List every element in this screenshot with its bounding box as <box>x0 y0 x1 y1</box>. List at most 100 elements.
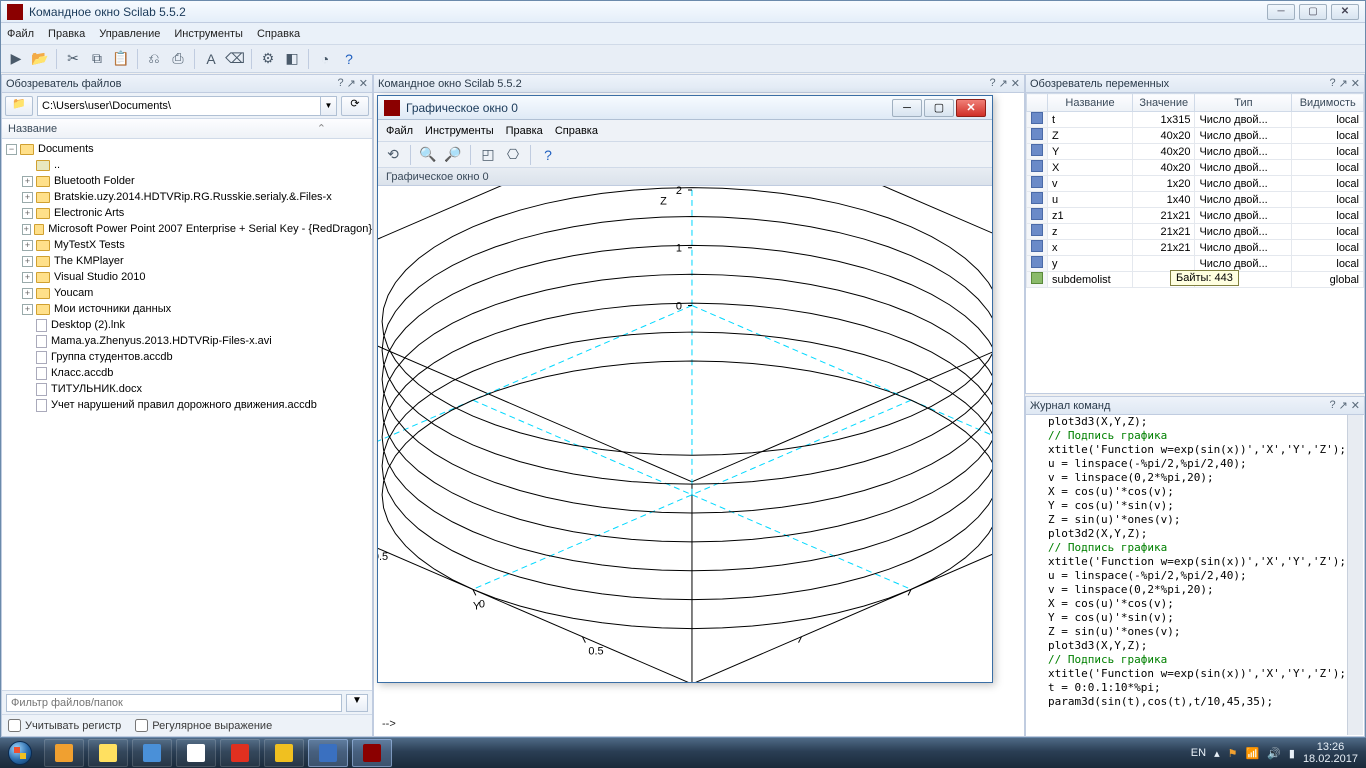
panel-undock-icon[interactable]: ↗ <box>1339 399 1348 412</box>
folder-up-button[interactable]: 📁 <box>5 96 33 116</box>
history-body[interactable]: plot3d3(X,Y,Z);// Подпись графикаxtitle(… <box>1026 415 1364 736</box>
menu-control[interactable]: Управление <box>99 28 160 40</box>
tool-copy-icon[interactable]: ⧉ <box>86 48 108 70</box>
history-line[interactable]: plot3d2(X,Y,Z); <box>1048 527 1364 541</box>
language-indicator[interactable]: EN <box>1191 747 1206 759</box>
panel-close-icon[interactable]: ✕ <box>1351 399 1360 412</box>
flag-icon[interactable]: ▴ <box>1214 747 1220 760</box>
system-tray[interactable]: EN ▴ ⚑ 📶 🔊 ▮ 13:26 18.02.2017 <box>1183 741 1366 765</box>
graphic-window[interactable]: Графическое окно 0 ─ ▢ ✕ Файл Инструмент… <box>377 95 993 683</box>
taskbar-app[interactable] <box>88 739 128 767</box>
history-scrollbar[interactable] <box>1347 415 1363 735</box>
menu-tools[interactable]: Инструменты <box>174 28 243 40</box>
history-line[interactable]: Y = cos(u)'*sin(v); <box>1048 611 1364 625</box>
taskbar-app[interactable] <box>352 739 392 767</box>
history-line[interactable]: v = linspace(0,2*%pi,20); <box>1048 583 1364 597</box>
file-tree-folder[interactable]: +Bluetooth Folder <box>2 173 372 189</box>
gfx-zoomout-icon[interactable]: 🔎 <box>442 144 464 166</box>
battery-icon[interactable]: ▮ <box>1289 747 1295 760</box>
file-tree-folder[interactable]: +The KMPlayer <box>2 253 372 269</box>
tool-module-icon[interactable]: ◧ <box>281 48 303 70</box>
gfx-rotate-icon[interactable]: ⟲ <box>382 144 404 166</box>
history-line[interactable]: u = linspace(-%pi/2,%pi/2,40); <box>1048 569 1364 583</box>
history-line[interactable]: plot3d3(X,Y,Z); <box>1048 415 1364 429</box>
history-line[interactable]: v = linspace(0,2*%pi,20); <box>1048 471 1364 485</box>
variable-row[interactable]: u1x40Число двой...local <box>1027 192 1364 208</box>
variable-browser-header[interactable]: Обозреватель переменных ?↗✕ <box>1026 75 1364 93</box>
panel-help-icon[interactable]: ? <box>989 77 995 90</box>
tool-cut-icon[interactable]: ✂ <box>62 48 84 70</box>
gfx-menu-tools[interactable]: Инструменты <box>425 125 494 137</box>
tool-font-icon[interactable]: A <box>200 48 222 70</box>
history-line[interactable]: X = cos(u)'*cos(v); <box>1048 485 1364 499</box>
file-tree[interactable]: −Documents..+Bluetooth Folder+Bratskie.u… <box>2 139 372 690</box>
tool-pref-icon[interactable]: ⚙ <box>257 48 279 70</box>
variable-row[interactable]: v1x20Число двой...local <box>1027 176 1364 192</box>
tool-paste-icon[interactable]: 📋 <box>110 48 132 70</box>
variable-table[interactable]: НазваниеЗначениеТипВидимостьt1x315Число … <box>1026 93 1364 393</box>
case-checkbox[interactable]: Учитывать регистр <box>8 719 121 732</box>
gfx-menu-help[interactable]: Справка <box>555 125 598 137</box>
gfx-datatip-icon[interactable]: ⎔ <box>502 144 524 166</box>
console-header[interactable]: Командное окно Scilab 5.5.2 ?↗✕ <box>374 75 1024 93</box>
history-line[interactable]: plot3d3(X,Y,Z); <box>1048 639 1364 653</box>
gfx-canvas[interactable]: 0123Z-1-0.500.51XY <box>378 186 992 682</box>
panel-close-icon[interactable]: ✕ <box>1351 77 1360 90</box>
tool-print-icon[interactable]: ⎙ <box>167 48 189 70</box>
file-column-header[interactable]: Название⌃ <box>2 119 372 139</box>
tool-demos-icon[interactable]: ◔ <box>314 48 336 70</box>
file-tree-up[interactable]: .. <box>2 157 372 173</box>
history-line[interactable]: xtitle('Function w=exp(sin(x))','X','Y',… <box>1048 555 1364 569</box>
file-tree-file[interactable]: Группа студентов.accdb <box>2 349 372 365</box>
taskbar-app[interactable] <box>264 739 304 767</box>
menu-edit[interactable]: Правка <box>48 28 85 40</box>
gfx-maximize-button[interactable]: ▢ <box>924 99 954 117</box>
close-button[interactable]: ✕ <box>1331 4 1359 20</box>
tool-open-icon[interactable]: 📂 <box>29 48 51 70</box>
filter-button[interactable]: ▼ <box>346 694 368 712</box>
panel-undock-icon[interactable]: ↗ <box>347 77 356 90</box>
variable-row[interactable]: X40x20Число двой...local <box>1027 160 1364 176</box>
clock[interactable]: 13:26 18.02.2017 <box>1303 741 1358 765</box>
file-tree-file[interactable]: Класс.accdb <box>2 365 372 381</box>
history-line[interactable]: Y = cos(u)'*sin(v); <box>1048 499 1364 513</box>
history-line[interactable]: // Подпись графика <box>1048 429 1364 443</box>
history-line[interactable]: X = cos(u)'*cos(v); <box>1048 597 1364 611</box>
gfx-minimize-button[interactable]: ─ <box>892 99 922 117</box>
gfx-menu-file[interactable]: Файл <box>386 125 413 137</box>
path-input[interactable] <box>37 96 321 116</box>
history-line[interactable]: // Подпись графика <box>1048 653 1364 667</box>
file-tree-file[interactable]: ТИТУЛЬНИК.docx <box>2 381 372 397</box>
taskbar-app[interactable] <box>132 739 172 767</box>
file-tree-folder[interactable]: +Microsoft Power Point 2007 Enterprise +… <box>2 221 372 237</box>
gfx-menu-edit[interactable]: Правка <box>506 125 543 137</box>
history-line[interactable]: Z = sin(u)'*ones(v); <box>1048 513 1364 527</box>
path-dropdown-icon[interactable]: ▼ <box>321 96 337 116</box>
panel-help-icon[interactable]: ? <box>337 77 343 90</box>
taskbar-app[interactable] <box>220 739 260 767</box>
maximize-button[interactable]: ▢ <box>1299 4 1327 20</box>
gfx-help-icon[interactable]: ? <box>537 144 559 166</box>
variable-row[interactable]: Z40x20Число двой...local <box>1027 128 1364 144</box>
file-tree-folder[interactable]: +MyTestX Tests <box>2 237 372 253</box>
tool-help-icon[interactable]: ? <box>338 48 360 70</box>
menu-file[interactable]: Файл <box>7 28 34 40</box>
variable-row[interactable]: z121x21Число двой...local <box>1027 208 1364 224</box>
variable-row[interactable]: z21x21Число двой...local <box>1027 224 1364 240</box>
taskbar-app[interactable] <box>308 739 348 767</box>
variable-row[interactable]: Y40x20Число двой...local <box>1027 144 1364 160</box>
history-line[interactable]: // Подпись графика <box>1048 541 1364 555</box>
file-browser-header[interactable]: Обозреватель файлов ?↗✕ <box>2 75 372 93</box>
main-titlebar[interactable]: Командное окно Scilab 5.5.2 ─ ▢ ✕ <box>1 1 1365 23</box>
history-line[interactable]: t = 0:0.1:10*%pi; <box>1048 681 1364 695</box>
volume-icon[interactable]: 🔊 <box>1267 747 1281 760</box>
tool-clear-icon[interactable]: ⌫ <box>224 48 246 70</box>
variable-row[interactable]: x21x21Число двой...local <box>1027 240 1364 256</box>
file-tree-file[interactable]: Учет нарушений правил дорожного движения… <box>2 397 372 413</box>
tool-undo-icon[interactable]: ⎌ <box>143 48 165 70</box>
history-line[interactable]: xtitle('Function w=exp(sin(x))','X','Y',… <box>1048 667 1364 681</box>
taskbar-app[interactable] <box>176 739 216 767</box>
file-tree-file[interactable]: Mama.ya.Zhenyus.2013.HDTVRip-Files-x.avi <box>2 333 372 349</box>
gfx-close-button[interactable]: ✕ <box>956 99 986 117</box>
file-tree-folder[interactable]: +Bratskie.uzy.2014.HDTVRip.RG.Russkie.se… <box>2 189 372 205</box>
